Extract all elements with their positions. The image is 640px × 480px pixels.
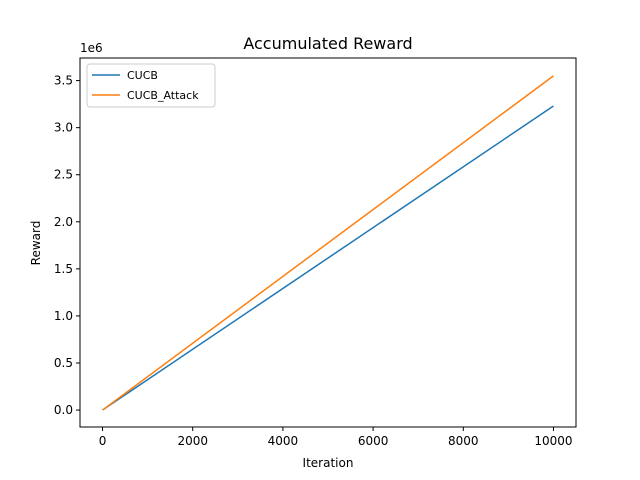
y-tick-label: 0.5 (54, 356, 73, 370)
y-tick-label: 1.0 (54, 309, 73, 323)
chart-title: Accumulated Reward (243, 34, 412, 53)
series-line-cucb-attack (102, 75, 554, 411)
axes-frame (79, 57, 577, 428)
y-tick-label: 0.0 (54, 403, 73, 417)
x-tick-label: 6000 (358, 434, 389, 448)
y-axis-ticks: 0.0 0.5 1.0 1.5 2.0 2.5 3.0 3.5 (54, 74, 80, 417)
y-offset-label: 1e6 (80, 41, 103, 55)
x-tick-label: 2000 (177, 434, 208, 448)
y-tick-label: 3.0 (54, 121, 73, 135)
x-tick-label: 4000 (268, 434, 299, 448)
x-tick-label: 0 (99, 434, 107, 448)
legend-label: CUCB_Attack (127, 89, 199, 102)
y-tick-label: 3.5 (54, 74, 73, 88)
series-line-cucb (102, 105, 554, 411)
legend-items: CUCB CUCB_Attack (92, 69, 199, 102)
y-tick-label: 2.5 (54, 168, 73, 182)
y-axis-label: Reward (29, 221, 43, 266)
x-axis-ticks: 0 2000 4000 6000 8000 10000 (99, 427, 573, 448)
plot-area (79, 57, 577, 428)
legend-label: CUCB (127, 69, 158, 82)
x-tick-label: 8000 (448, 434, 479, 448)
x-tick-label: 10000 (534, 434, 572, 448)
legend: CUCB CUCB_Attack (86, 63, 216, 108)
y-tick-label: 2.0 (54, 215, 73, 229)
y-tick-label: 1.5 (54, 262, 73, 276)
x-axis-label: Iteration (303, 456, 354, 470)
series-layer (102, 75, 554, 411)
